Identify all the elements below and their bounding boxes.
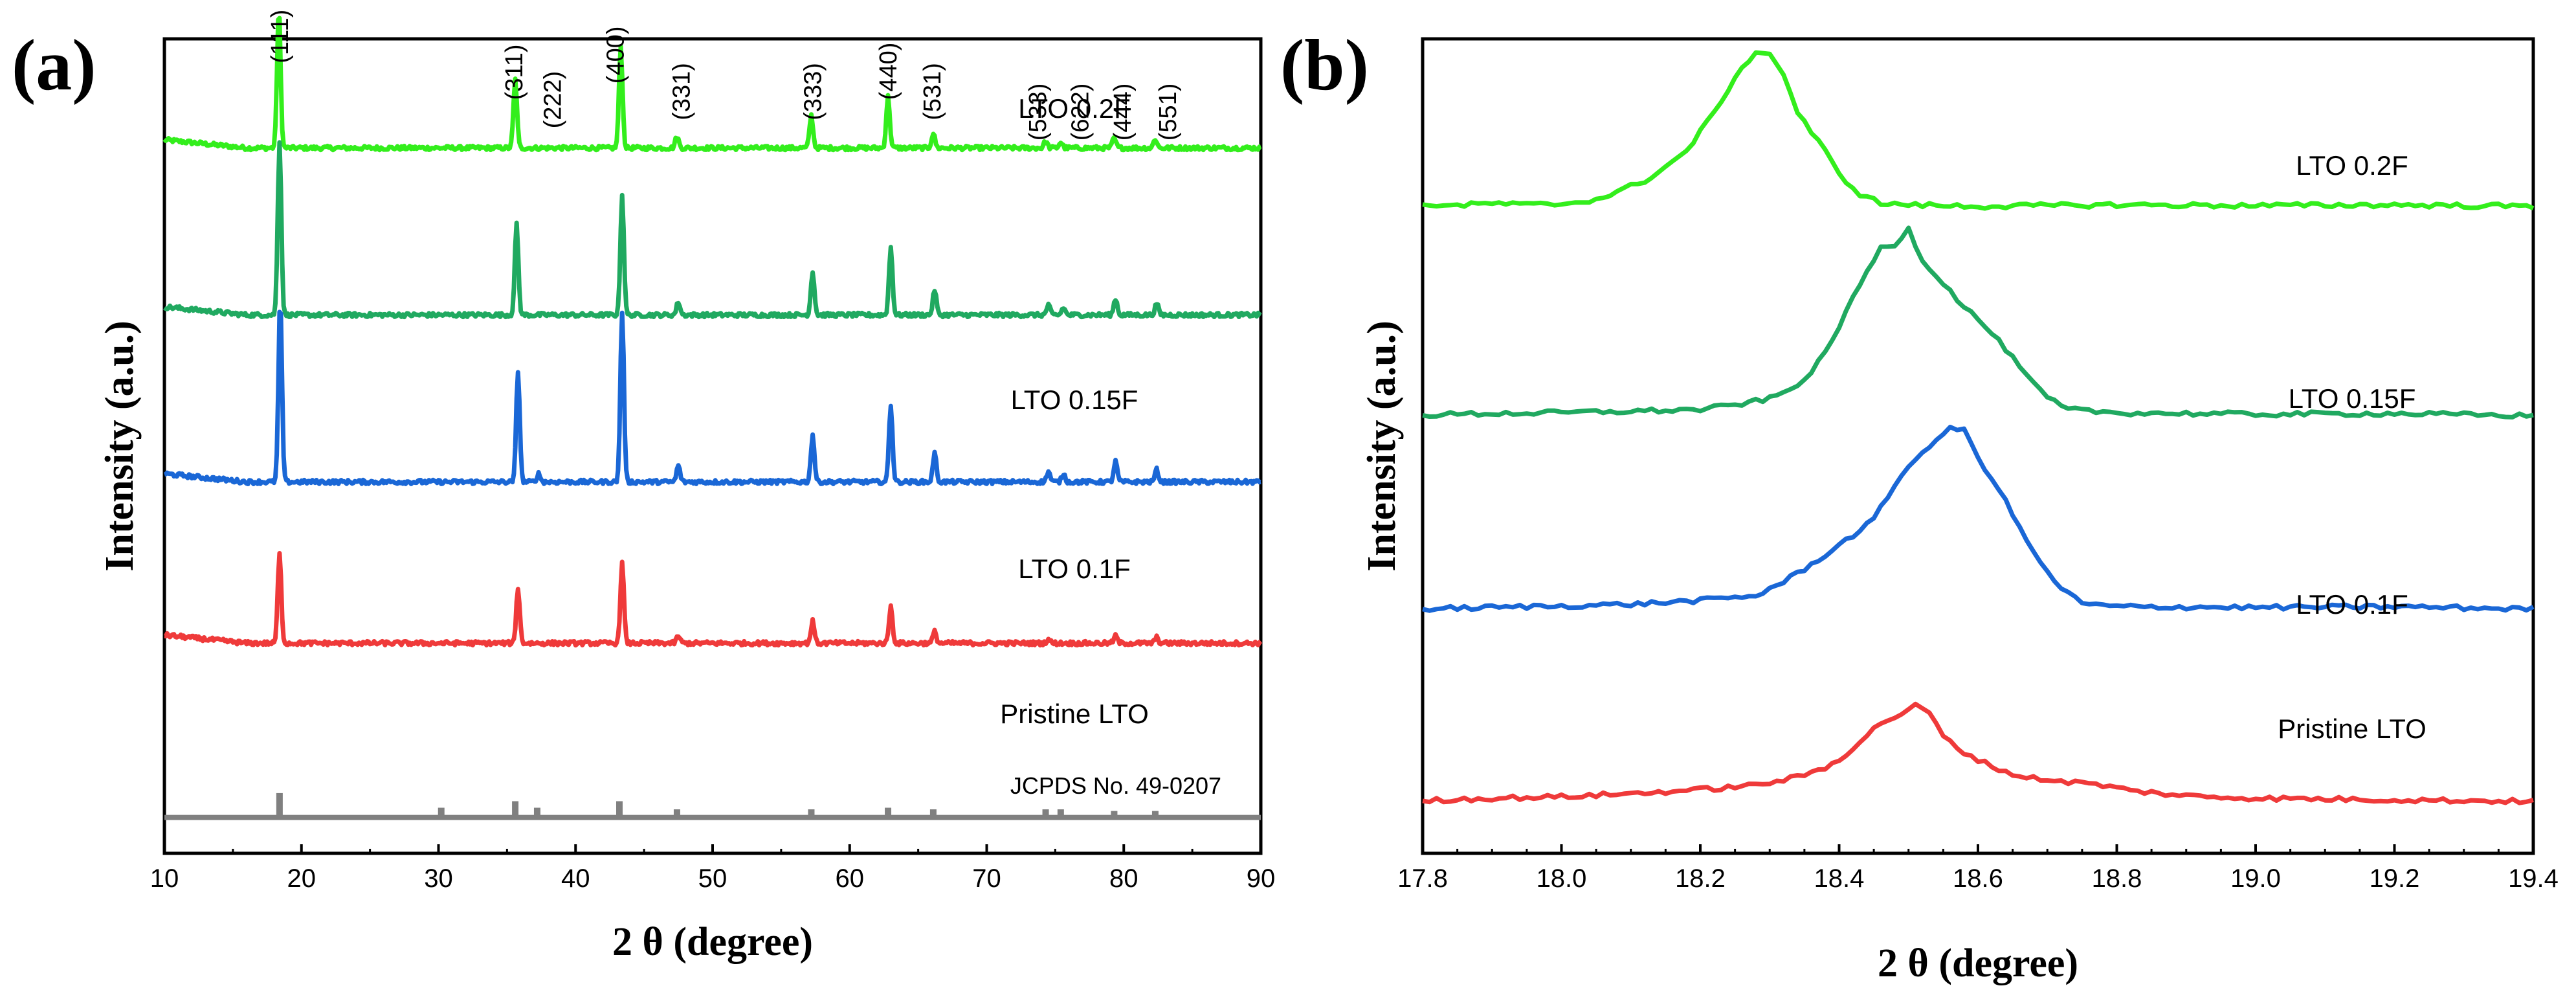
peak-label: (331) xyxy=(668,63,695,120)
series-line-lto-0-15f xyxy=(162,140,1262,320)
reference-line xyxy=(808,809,815,818)
series-line-pristine xyxy=(163,551,1263,648)
x-tick-label: 19.4 xyxy=(2508,864,2559,893)
series-label: Pristine LTO xyxy=(2278,713,2426,744)
x-tick-label: 18.8 xyxy=(2092,864,2142,893)
x-tick-label: 70 xyxy=(972,864,1001,893)
series-line-lto-0-2f xyxy=(162,16,1262,153)
reference-line xyxy=(1151,811,1159,818)
series-label: LTO 0.15F xyxy=(1011,385,1138,415)
y-axis-title: Intensity (a.u.) xyxy=(98,320,142,572)
series-line-lto-0-2f xyxy=(1422,50,2535,211)
reference-line xyxy=(512,801,519,818)
x-axis-title: 2 θ (degree) xyxy=(612,920,813,964)
x-tick-label: 18.0 xyxy=(1537,864,1587,893)
series-line-pristine xyxy=(1422,701,2534,805)
plot-frame xyxy=(162,37,1263,855)
x-tick-label: 30 xyxy=(424,864,453,893)
reference-line xyxy=(1042,809,1049,818)
reference-line xyxy=(673,809,680,818)
x-tick-label: 90 xyxy=(1247,864,1276,893)
series-line-lto-0-15f xyxy=(1422,225,2534,420)
panel-label-b: (b) xyxy=(1280,25,1369,106)
x-tick-label: 60 xyxy=(836,864,865,893)
peak-label: (111) xyxy=(267,10,294,63)
x-tick-label: 17.8 xyxy=(1397,864,1448,893)
x-tick-label: 10 xyxy=(150,864,179,893)
series-line-lto-0-1f xyxy=(163,309,1262,486)
series-label: LTO 0.2F xyxy=(2296,150,2408,181)
peak-label: (551) xyxy=(1155,84,1182,141)
peak-label: (400) xyxy=(603,26,630,84)
x-tick-label: 18.2 xyxy=(1675,864,1726,893)
y-axis-title: Intensity (a.u.) xyxy=(1360,320,1404,572)
reference-line xyxy=(616,801,623,818)
x-tick-label: 19.0 xyxy=(2230,864,2281,893)
reference-line xyxy=(885,807,892,818)
series-label: LTO 0.1F xyxy=(2296,589,2408,620)
peak-label: (533) xyxy=(1025,84,1052,141)
peak-label: (531) xyxy=(919,63,946,120)
reference-line xyxy=(438,807,445,818)
series-line-lto-0-1f xyxy=(1422,425,2535,613)
x-tick-label: 20 xyxy=(287,864,316,893)
reference-line xyxy=(929,809,937,818)
reference-label: JCPDS No. 49-0207 xyxy=(1010,772,1221,799)
peak-label: (333) xyxy=(800,63,827,120)
panel-label-a: (a) xyxy=(12,25,96,106)
peak-label: (444) xyxy=(1109,84,1137,141)
series-label: LTO 0.2F xyxy=(1018,93,1131,124)
x-tick-label: 18.6 xyxy=(1953,864,2003,893)
reference-line xyxy=(533,807,540,818)
reference-line xyxy=(276,792,283,818)
x-tick-label: 50 xyxy=(698,864,727,893)
peak-label: (222) xyxy=(539,71,566,129)
peak-label: (440) xyxy=(875,43,902,100)
x-tick-label: 18.4 xyxy=(1814,864,1865,893)
series-label: LTO 0.15F xyxy=(2289,383,2416,414)
x-tick-label: 40 xyxy=(561,864,590,893)
panel-b: 17.8 18.0 18.2 18.4 18.6 18.8 19.0 19.2 19.4 (b) 2… xyxy=(1280,25,2559,985)
peak-label: (311) xyxy=(501,44,528,100)
peak-label: (622) xyxy=(1067,84,1094,141)
x-axis-title: 2 θ (degree) xyxy=(1878,941,2078,985)
reference-line xyxy=(1057,809,1064,818)
panel-a: 10 20 30 40 50 60 70 80 90 (a) 2 θ (degree) Intensi… xyxy=(12,10,1275,964)
x-tick-label: 80 xyxy=(1109,864,1138,893)
series-label: Pristine LTO xyxy=(1000,699,1149,729)
reference-line xyxy=(1111,811,1118,818)
x-tick-label: 19.2 xyxy=(2370,864,2420,893)
series-label: LTO 0.1F xyxy=(1018,554,1131,584)
